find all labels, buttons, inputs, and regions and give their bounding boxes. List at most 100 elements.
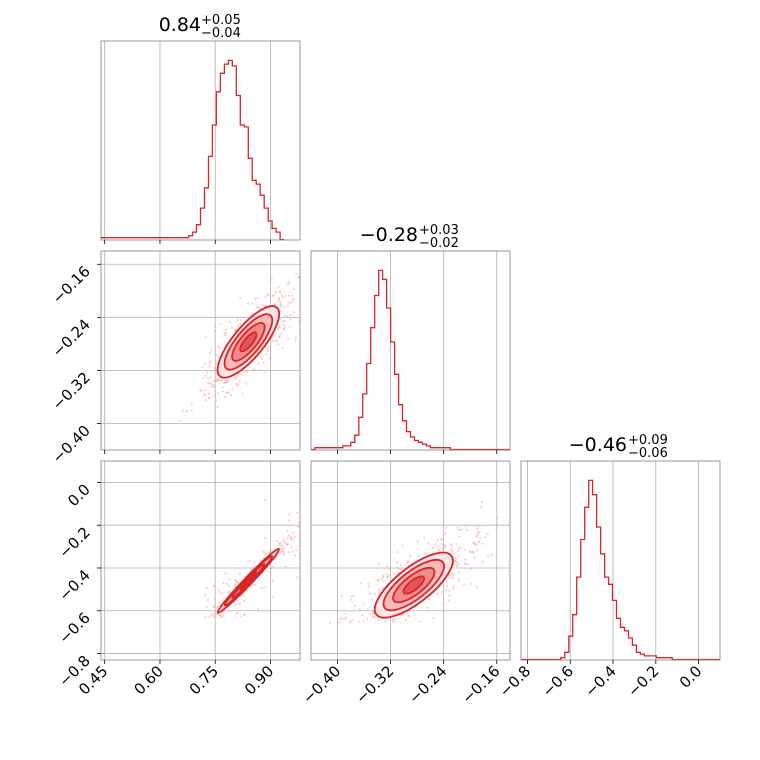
scatter-point-1-0-63: [206, 371, 209, 374]
scatter-point-2-1-57: [452, 585, 455, 588]
scatter-point-1-0-446: [294, 336, 297, 339]
scatter-point-2-1-200: [440, 542, 443, 546]
scatter-point-2-1-317: [406, 561, 409, 565]
scatter-point-1-0-382: [286, 314, 289, 317]
panel-frame-2-0: [100, 460, 301, 661]
scatter-point-1-0-191: [256, 297, 259, 300]
scatter-point-1-0-315: [281, 296, 285, 299]
scatter-point-2-1-268: [447, 576, 450, 580]
scatter-point-2-1-291: [397, 567, 400, 570]
scatter-point-1-0-145: [226, 381, 229, 384]
scatter-point-2-1-62: [366, 607, 369, 611]
scatter-point-1-0-375: [224, 331, 227, 334]
title-param-0-median: 0.84: [159, 14, 201, 36]
scatter-point-2-1-451: [396, 561, 399, 564]
scatter-point-2-1-359: [386, 564, 389, 568]
scatter-point-1-0-378: [266, 347, 269, 350]
scatter-point-2-0-365: [257, 608, 260, 611]
scatter-point-1-0-97: [237, 383, 240, 386]
scatter-point-1-0-401: [217, 355, 220, 359]
scatter-point-1-0-221: [298, 276, 300, 279]
scatter-point-2-0-303: [222, 615, 225, 618]
scatter-point-1-0-298: [288, 280, 291, 283]
joint-panel-1-0: [179, 272, 300, 423]
scatter-point-1-0-430: [204, 374, 207, 378]
scatter-point-1-0-131: [236, 318, 239, 321]
scatter-point-2-0-414: [293, 536, 296, 539]
scatter-point-1-0-465: [214, 366, 217, 369]
scatter-point-1-0-244: [208, 396, 211, 399]
scatter-point-2-1-120: [368, 592, 372, 595]
scatter-point-1-0-462: [291, 299, 294, 302]
scatter-point-1-0-471: [280, 294, 283, 297]
title-param-2-median: −0.46: [569, 434, 627, 456]
scatter-point-2-1-271: [481, 542, 484, 545]
scatter-point-2-1-469: [360, 582, 363, 585]
scatter-point-2-1-140: [481, 561, 484, 564]
title-param-2-minus: −0.06: [628, 446, 668, 461]
scatter-point-1-0-301: [213, 394, 216, 397]
scatter-point-2-1-207: [452, 587, 455, 590]
scatter-point-2-1-498: [373, 592, 376, 595]
scatter-point-1-0-220: [179, 419, 182, 423]
title-param-0-plus: +0.05: [201, 13, 241, 28]
scatter-point-2-0-406: [296, 511, 299, 514]
scatter-point-2-0-358: [219, 613, 222, 617]
scatter-point-2-1-234: [487, 555, 490, 558]
scatter-point-1-0-470: [277, 285, 280, 288]
scatter-point-2-0-203: [281, 549, 285, 553]
scatter-point-2-1-443: [392, 572, 396, 575]
scatter-point-2-0-286: [208, 615, 211, 618]
scatter-point-1-0-272: [280, 332, 283, 335]
scatter-point-2-1-157: [371, 615, 374, 619]
scatter-point-2-0-323: [269, 571, 272, 574]
scatter-point-1-0-466: [206, 377, 210, 380]
scatter-point-2-0-156: [212, 613, 215, 616]
scatter-point-2-0-327: [263, 586, 266, 589]
scatter-point-2-0-339: [239, 602, 242, 605]
scatter-point-2-0-13: [292, 532, 295, 535]
x-tick-label-1-1: −0.32: [352, 662, 397, 707]
scatter-point-2-1-391: [339, 618, 342, 621]
scatter-point-2-1-108: [362, 603, 365, 606]
scatter-point-2-1-189: [445, 580, 448, 583]
panel-frame-2-2: [520, 460, 721, 661]
scatter-point-2-1-486: [473, 556, 476, 559]
scatter-point-2-1-512: [475, 527, 479, 530]
scatter-point-2-1-406: [427, 598, 430, 601]
scatter-point-2-0-319: [228, 578, 231, 581]
data-marks-layer: [101, 59, 720, 661]
scatter-point-2-1-102: [448, 589, 451, 592]
x-tick-label-1-2: −0.24: [405, 662, 450, 707]
scatter-point-1-0-357: [234, 329, 237, 332]
scatter-point-2-1-470: [353, 604, 356, 607]
scatter-point-1-0-469: [289, 291, 292, 294]
scatter-point-2-1-196: [408, 555, 412, 558]
scatter-point-2-0-393: [203, 594, 206, 597]
scatter-point-1-0-434: [203, 389, 206, 392]
scatter-point-1-0-199: [287, 301, 290, 304]
scatter-point-2-0-367: [271, 579, 274, 583]
scatter-point-1-0-385: [269, 345, 272, 348]
scatter-point-1-0-109: [287, 282, 290, 285]
scatter-point-2-0-253: [301, 517, 303, 519]
scatter-point-2-1-292: [478, 524, 481, 528]
scatter-point-2-1-351: [392, 618, 395, 621]
scatter-point-2-1-458: [383, 620, 387, 623]
joint-panel-2-0: [203, 498, 303, 619]
scatter-point-2-1-516: [480, 500, 484, 504]
scatter-point-2-1-318: [464, 524, 468, 528]
scatter-point-2-0-402: [263, 536, 266, 540]
scatter-point-2-0-318: [295, 549, 298, 552]
y-tick-label-2-3: −0.2: [55, 523, 93, 561]
scatter-point-1-0-409: [288, 326, 291, 329]
scatter-point-2-0-328: [214, 612, 217, 615]
scatter-point-2-1-506: [448, 594, 451, 597]
scatter-point-1-0-318: [289, 313, 292, 317]
scatter-point-2-1-518: [475, 586, 479, 589]
scatter-point-2-0-408: [285, 529, 288, 532]
scatter-point-1-0-416: [217, 345, 220, 348]
scatter-point-1-0-194: [186, 410, 189, 413]
scatter-point-2-0-63: [268, 551, 271, 554]
scatter-point-2-0-378: [248, 559, 251, 563]
